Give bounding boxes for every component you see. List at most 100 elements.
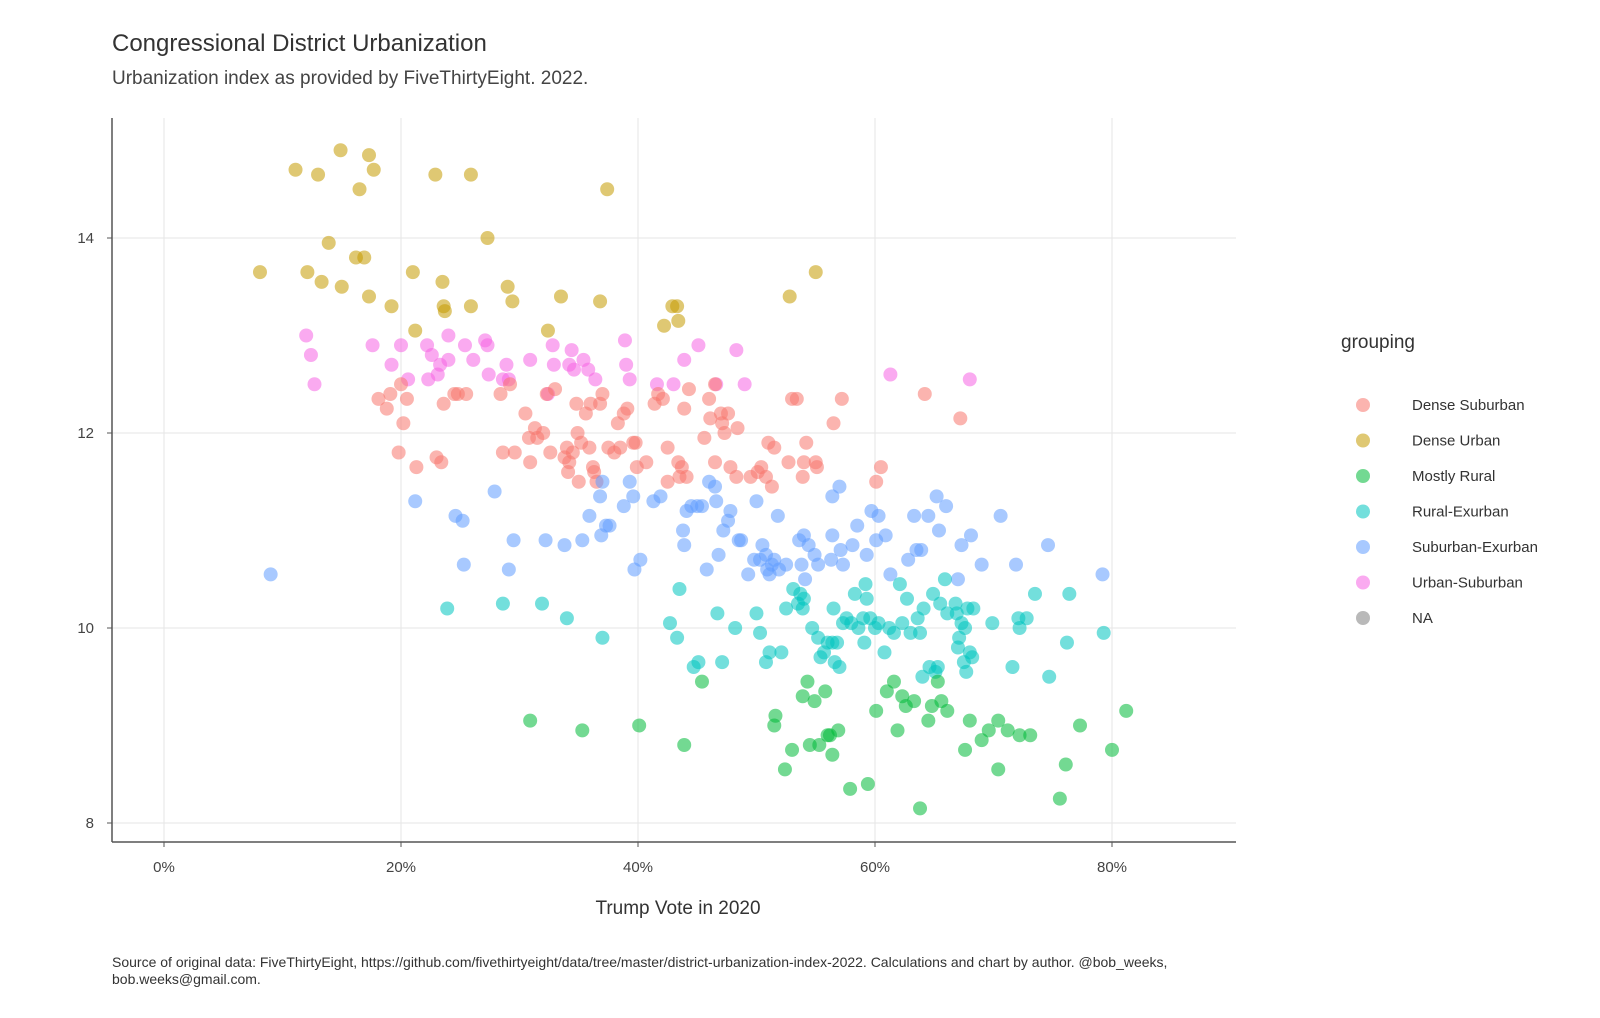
data-point <box>768 708 783 723</box>
data-point <box>926 586 941 601</box>
chart-title: Congressional District Urbanization <box>112 30 487 57</box>
data-point <box>321 235 336 250</box>
data-point <box>907 508 922 523</box>
data-point <box>677 352 692 367</box>
data-point <box>535 596 550 611</box>
data-point <box>677 738 692 752</box>
data-point <box>931 523 946 538</box>
data-point <box>767 440 782 455</box>
data-point <box>913 801 928 816</box>
data-point <box>622 372 637 387</box>
data-point <box>595 387 610 401</box>
data-point <box>1012 728 1027 743</box>
data-point <box>523 352 538 367</box>
data-point <box>723 504 738 518</box>
data-point <box>711 547 726 562</box>
data-point <box>553 289 568 304</box>
data-point <box>831 723 846 738</box>
data-point <box>480 338 495 353</box>
data-point <box>352 182 367 197</box>
data-point <box>901 552 916 567</box>
legend-key <box>1356 611 1370 625</box>
data-point <box>859 591 874 606</box>
data-point <box>1012 621 1027 635</box>
data-point <box>921 713 936 728</box>
legend-label: Rural-Exurban <box>1412 504 1509 521</box>
data-point <box>435 274 450 289</box>
data-point <box>1073 718 1088 733</box>
data-point <box>877 645 892 660</box>
data-point <box>575 533 590 548</box>
data-point <box>434 455 449 470</box>
data-point <box>409 460 424 475</box>
data-point <box>749 494 764 509</box>
data-point <box>518 406 533 421</box>
y-tick-label: 14 <box>77 230 94 247</box>
data-point <box>991 762 1006 777</box>
data-point <box>913 625 928 640</box>
data-point <box>299 328 314 343</box>
data-point <box>734 533 749 548</box>
data-point <box>506 533 521 548</box>
series-dense-urban <box>252 143 823 338</box>
data-point <box>834 391 849 406</box>
data-point <box>548 382 563 397</box>
data-point <box>523 455 538 470</box>
data-point <box>622 474 637 489</box>
data-point <box>929 489 944 504</box>
data-point <box>408 323 423 338</box>
data-point <box>878 528 893 543</box>
data-point <box>916 601 931 616</box>
data-point <box>536 426 551 440</box>
data-point <box>796 455 811 470</box>
legend-key <box>1356 575 1370 590</box>
data-point <box>300 265 315 280</box>
data-point <box>303 348 318 362</box>
data-point <box>843 781 858 796</box>
data-point <box>691 655 706 670</box>
x-axis-title: Trump Vote in 2020 <box>595 898 760 919</box>
data-point <box>800 674 815 689</box>
legend-key <box>1356 469 1370 483</box>
series-mostly-rural <box>523 674 1134 816</box>
data-point <box>487 484 502 499</box>
data-point <box>540 323 555 338</box>
data-point <box>455 513 470 528</box>
data-point <box>825 747 840 762</box>
data-point <box>653 489 668 504</box>
data-point <box>907 694 922 709</box>
data-point <box>588 372 603 387</box>
data-point <box>953 411 968 426</box>
data-point <box>697 430 712 445</box>
y-tick-label: 12 <box>77 425 94 442</box>
data-point <box>288 162 303 177</box>
data-point <box>571 474 586 489</box>
data-point <box>807 694 822 709</box>
data-point <box>886 625 901 640</box>
data-point <box>394 377 408 392</box>
data-point <box>366 162 381 177</box>
data-point <box>789 391 804 406</box>
data-point <box>595 474 610 489</box>
data-point <box>383 387 398 401</box>
data-point <box>523 713 538 728</box>
data-point <box>830 635 845 650</box>
data-point <box>633 552 648 567</box>
data-point <box>753 625 768 640</box>
y-tick-label: 8 <box>86 815 94 832</box>
data-point <box>655 391 670 406</box>
data-point <box>567 362 582 377</box>
data-point <box>709 494 724 509</box>
data-point <box>858 577 873 592</box>
data-point <box>459 387 474 401</box>
data-point <box>405 265 420 280</box>
data-point <box>620 401 635 416</box>
data-point <box>1059 635 1074 650</box>
data-point <box>914 543 929 557</box>
y-tick-label: 10 <box>77 620 94 637</box>
data-point <box>480 231 495 245</box>
data-point <box>812 738 827 752</box>
series-rural-exurban <box>440 572 1111 684</box>
data-point <box>825 528 840 543</box>
